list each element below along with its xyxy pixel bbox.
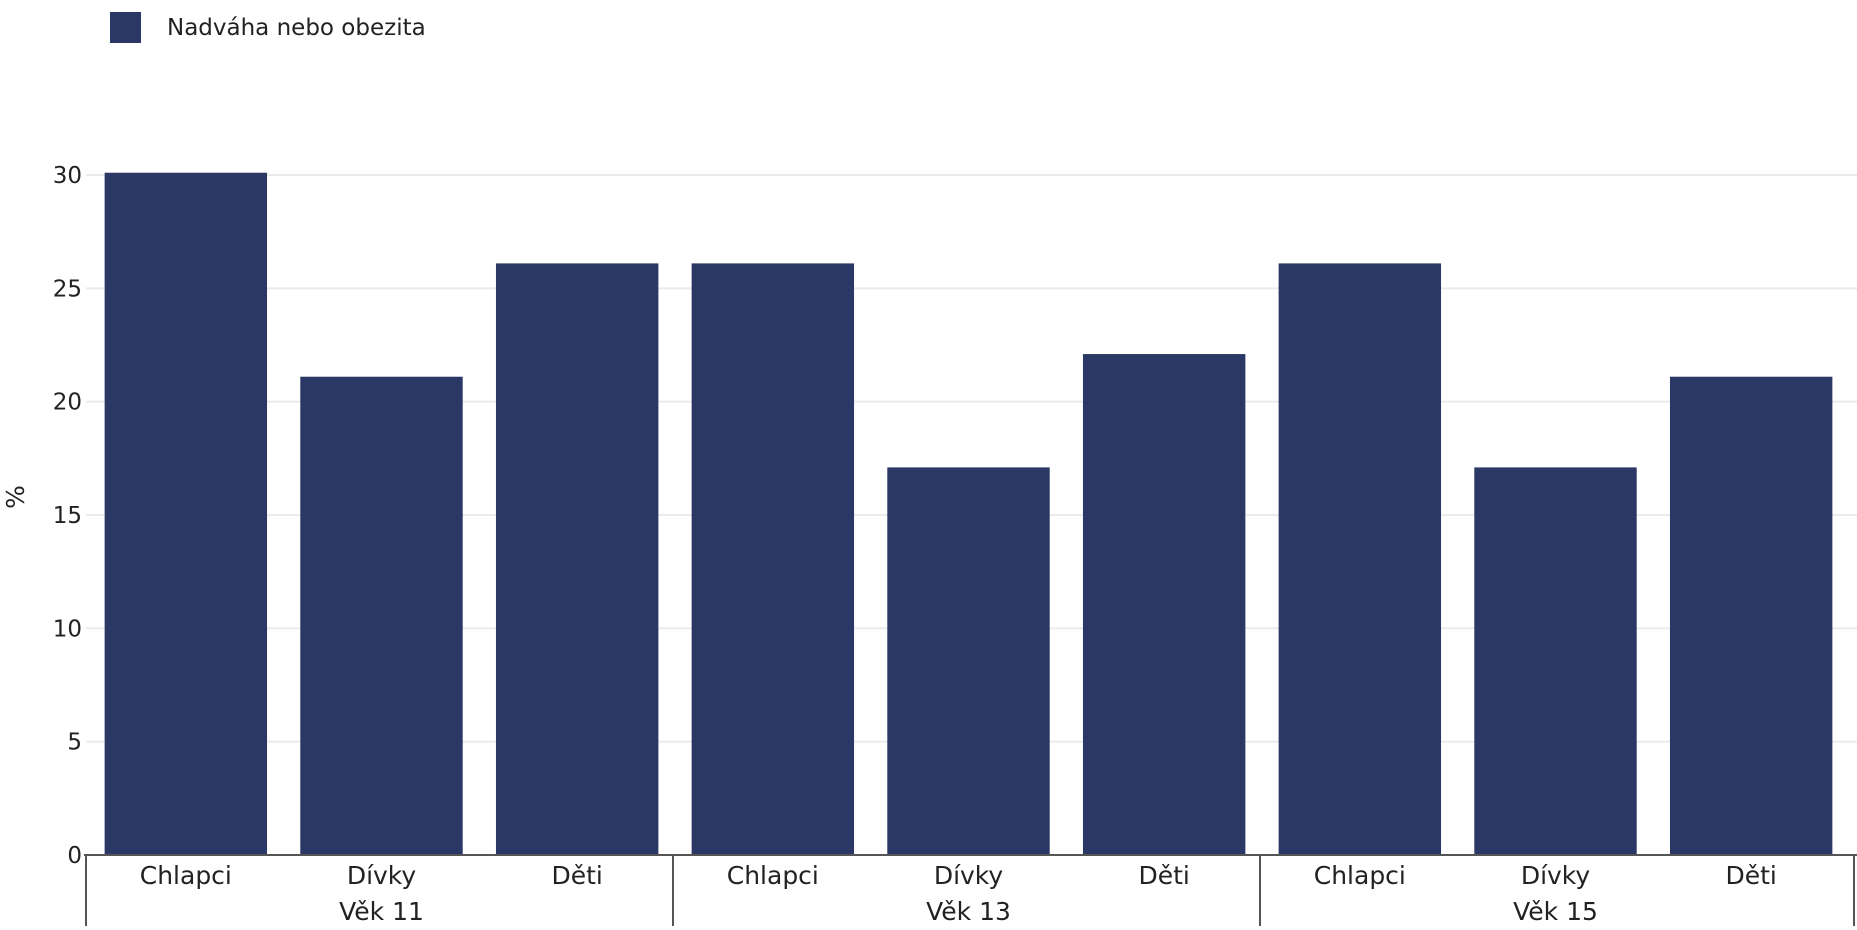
y-tick-label: 25 bbox=[53, 276, 82, 302]
x-tick-label: Dívky bbox=[934, 861, 1004, 890]
x-tick-label: Dívky bbox=[1521, 861, 1591, 890]
group-label: Věk 13 bbox=[926, 897, 1011, 926]
y-tick-label: 20 bbox=[53, 390, 82, 416]
bars bbox=[104, 172, 1833, 855]
y-tick-label: 15 bbox=[53, 503, 82, 529]
y-axis-label: % bbox=[1, 485, 30, 509]
x-tick-label: Děti bbox=[1725, 861, 1776, 890]
x-tick-label: Děti bbox=[1138, 861, 1189, 890]
y-tick-label: 10 bbox=[53, 616, 82, 642]
bar bbox=[300, 376, 463, 855]
bar bbox=[1669, 376, 1833, 855]
y-tick-label: 5 bbox=[67, 730, 82, 756]
bar bbox=[495, 263, 659, 855]
group-label: Věk 11 bbox=[339, 897, 424, 926]
x-tick-label: Dívky bbox=[347, 861, 417, 890]
x-tick-label: Chlapci bbox=[1314, 861, 1406, 890]
x-tick-label: Chlapci bbox=[140, 861, 232, 890]
bar bbox=[104, 172, 268, 855]
x-axis: Chlapci Dívky Děti Chlapci Dívky Děti Chlapci D… bbox=[84, 854, 1857, 926]
x-tick-label: Chlapci bbox=[727, 861, 819, 890]
legend-label: Nadváha nebo obezita bbox=[167, 14, 426, 41]
bar bbox=[887, 467, 1050, 855]
x-tick-label: Děti bbox=[551, 861, 602, 890]
group-label: Věk 15 bbox=[1513, 897, 1598, 926]
bar bbox=[1278, 263, 1442, 855]
bar bbox=[1082, 354, 1246, 855]
y-tick-label: 30 bbox=[53, 163, 82, 189]
bar bbox=[1474, 467, 1637, 855]
y-axis-ticks: 0 5 10 15 20 25 30 bbox=[53, 163, 82, 869]
bar bbox=[691, 263, 855, 855]
legend-swatch bbox=[110, 12, 141, 43]
y-tick-label: 0 bbox=[67, 843, 82, 869]
legend: Nadváha nebo obezita bbox=[110, 12, 426, 43]
